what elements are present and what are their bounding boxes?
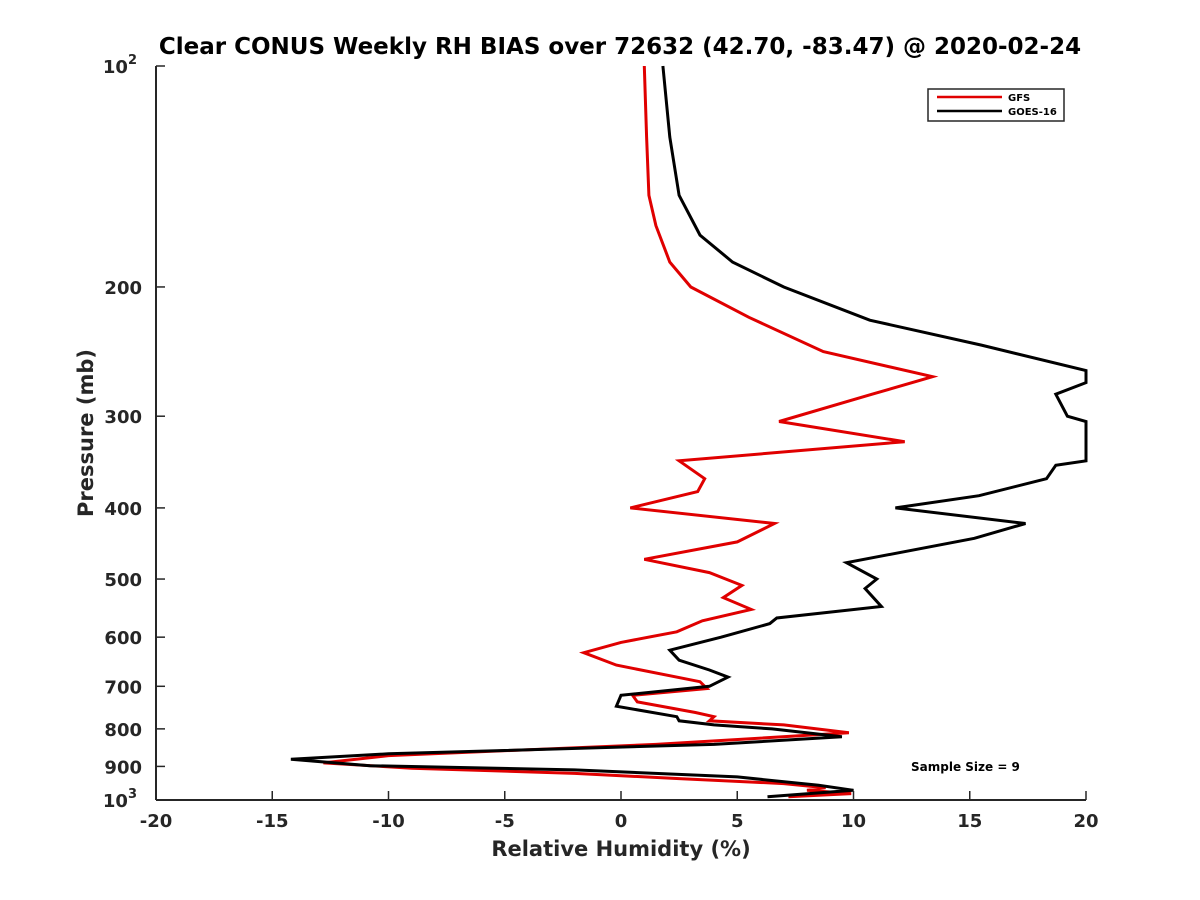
chart-title: Clear CONUS Weekly RH BIAS over 72632 (4… — [159, 34, 1081, 60]
series-line-goes-16 — [290, 65, 1088, 799]
legend: GFS GOES-16 — [927, 88, 1065, 122]
x-tick-label: -20 — [140, 811, 173, 832]
y-tick-label: 300 — [104, 407, 142, 428]
sample-size-annotation: Sample Size = 9 — [911, 760, 1020, 774]
x-axis-label: Relative Humidity (%) — [491, 837, 750, 861]
legend-box — [927, 88, 1065, 122]
series-layer — [290, 65, 1088, 799]
x-tick-label: -5 — [495, 811, 515, 832]
y-tick-label: 102 — [103, 53, 137, 78]
y-tick-label: 200 — [104, 278, 142, 299]
y-tick-label: 600 — [104, 628, 142, 649]
legend-items: GFS GOES-16 — [937, 93, 1057, 118]
legend-label: GFS — [1008, 93, 1030, 104]
x-axis-ticks: -20 -15 -10 -5 0 5 10 15 20 — [140, 791, 1099, 832]
y-tick-label: 500 — [104, 570, 142, 591]
y-tick-label: 900 — [104, 757, 142, 778]
y-tick-label: 103 — [103, 787, 137, 812]
x-tick-label: -10 — [372, 811, 405, 832]
legend-label: GOES-16 — [1008, 107, 1057, 118]
x-tick-label: 15 — [957, 811, 982, 832]
y-axis-ticks: 102 200 300 400 500 600 700 800 900 103 — [103, 53, 165, 812]
x-tick-label: 0 — [615, 811, 628, 832]
series-line-gfs — [323, 65, 939, 799]
y-tick-label: 800 — [104, 720, 142, 741]
y-axis-label: Pressure (mb) — [74, 349, 98, 517]
y-tick-label: 700 — [104, 677, 142, 698]
x-tick-label: -15 — [256, 811, 289, 832]
y-tick-label: 400 — [104, 499, 142, 520]
x-tick-label: 20 — [1073, 811, 1098, 832]
x-tick-label: 5 — [731, 811, 744, 832]
x-tick-label: 10 — [841, 811, 866, 832]
plot-area — [155, 65, 1088, 801]
